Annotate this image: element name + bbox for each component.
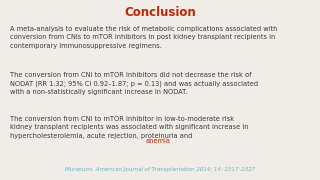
Text: Murakumi. American Journal of Transplantation 2014; 14: 2317–2327: Murakumi. American Journal of Transplant… xyxy=(65,167,255,172)
Text: The conversion from CNI to mTOR inhibitors did not decrease the risk of
NODAT (R: The conversion from CNI to mTOR inhibito… xyxy=(10,72,258,95)
Text: Conclusion: Conclusion xyxy=(124,6,196,19)
Text: A meta-analysis to evaluate the risk of metabolic complications associated with
: A meta-analysis to evaluate the risk of … xyxy=(10,26,277,49)
Text: anemia: anemia xyxy=(146,138,171,144)
Text: The conversion from CNI to mTOR inhibitor in low-to-moderate risk
kidney transpl: The conversion from CNI to mTOR inhibito… xyxy=(10,116,248,139)
